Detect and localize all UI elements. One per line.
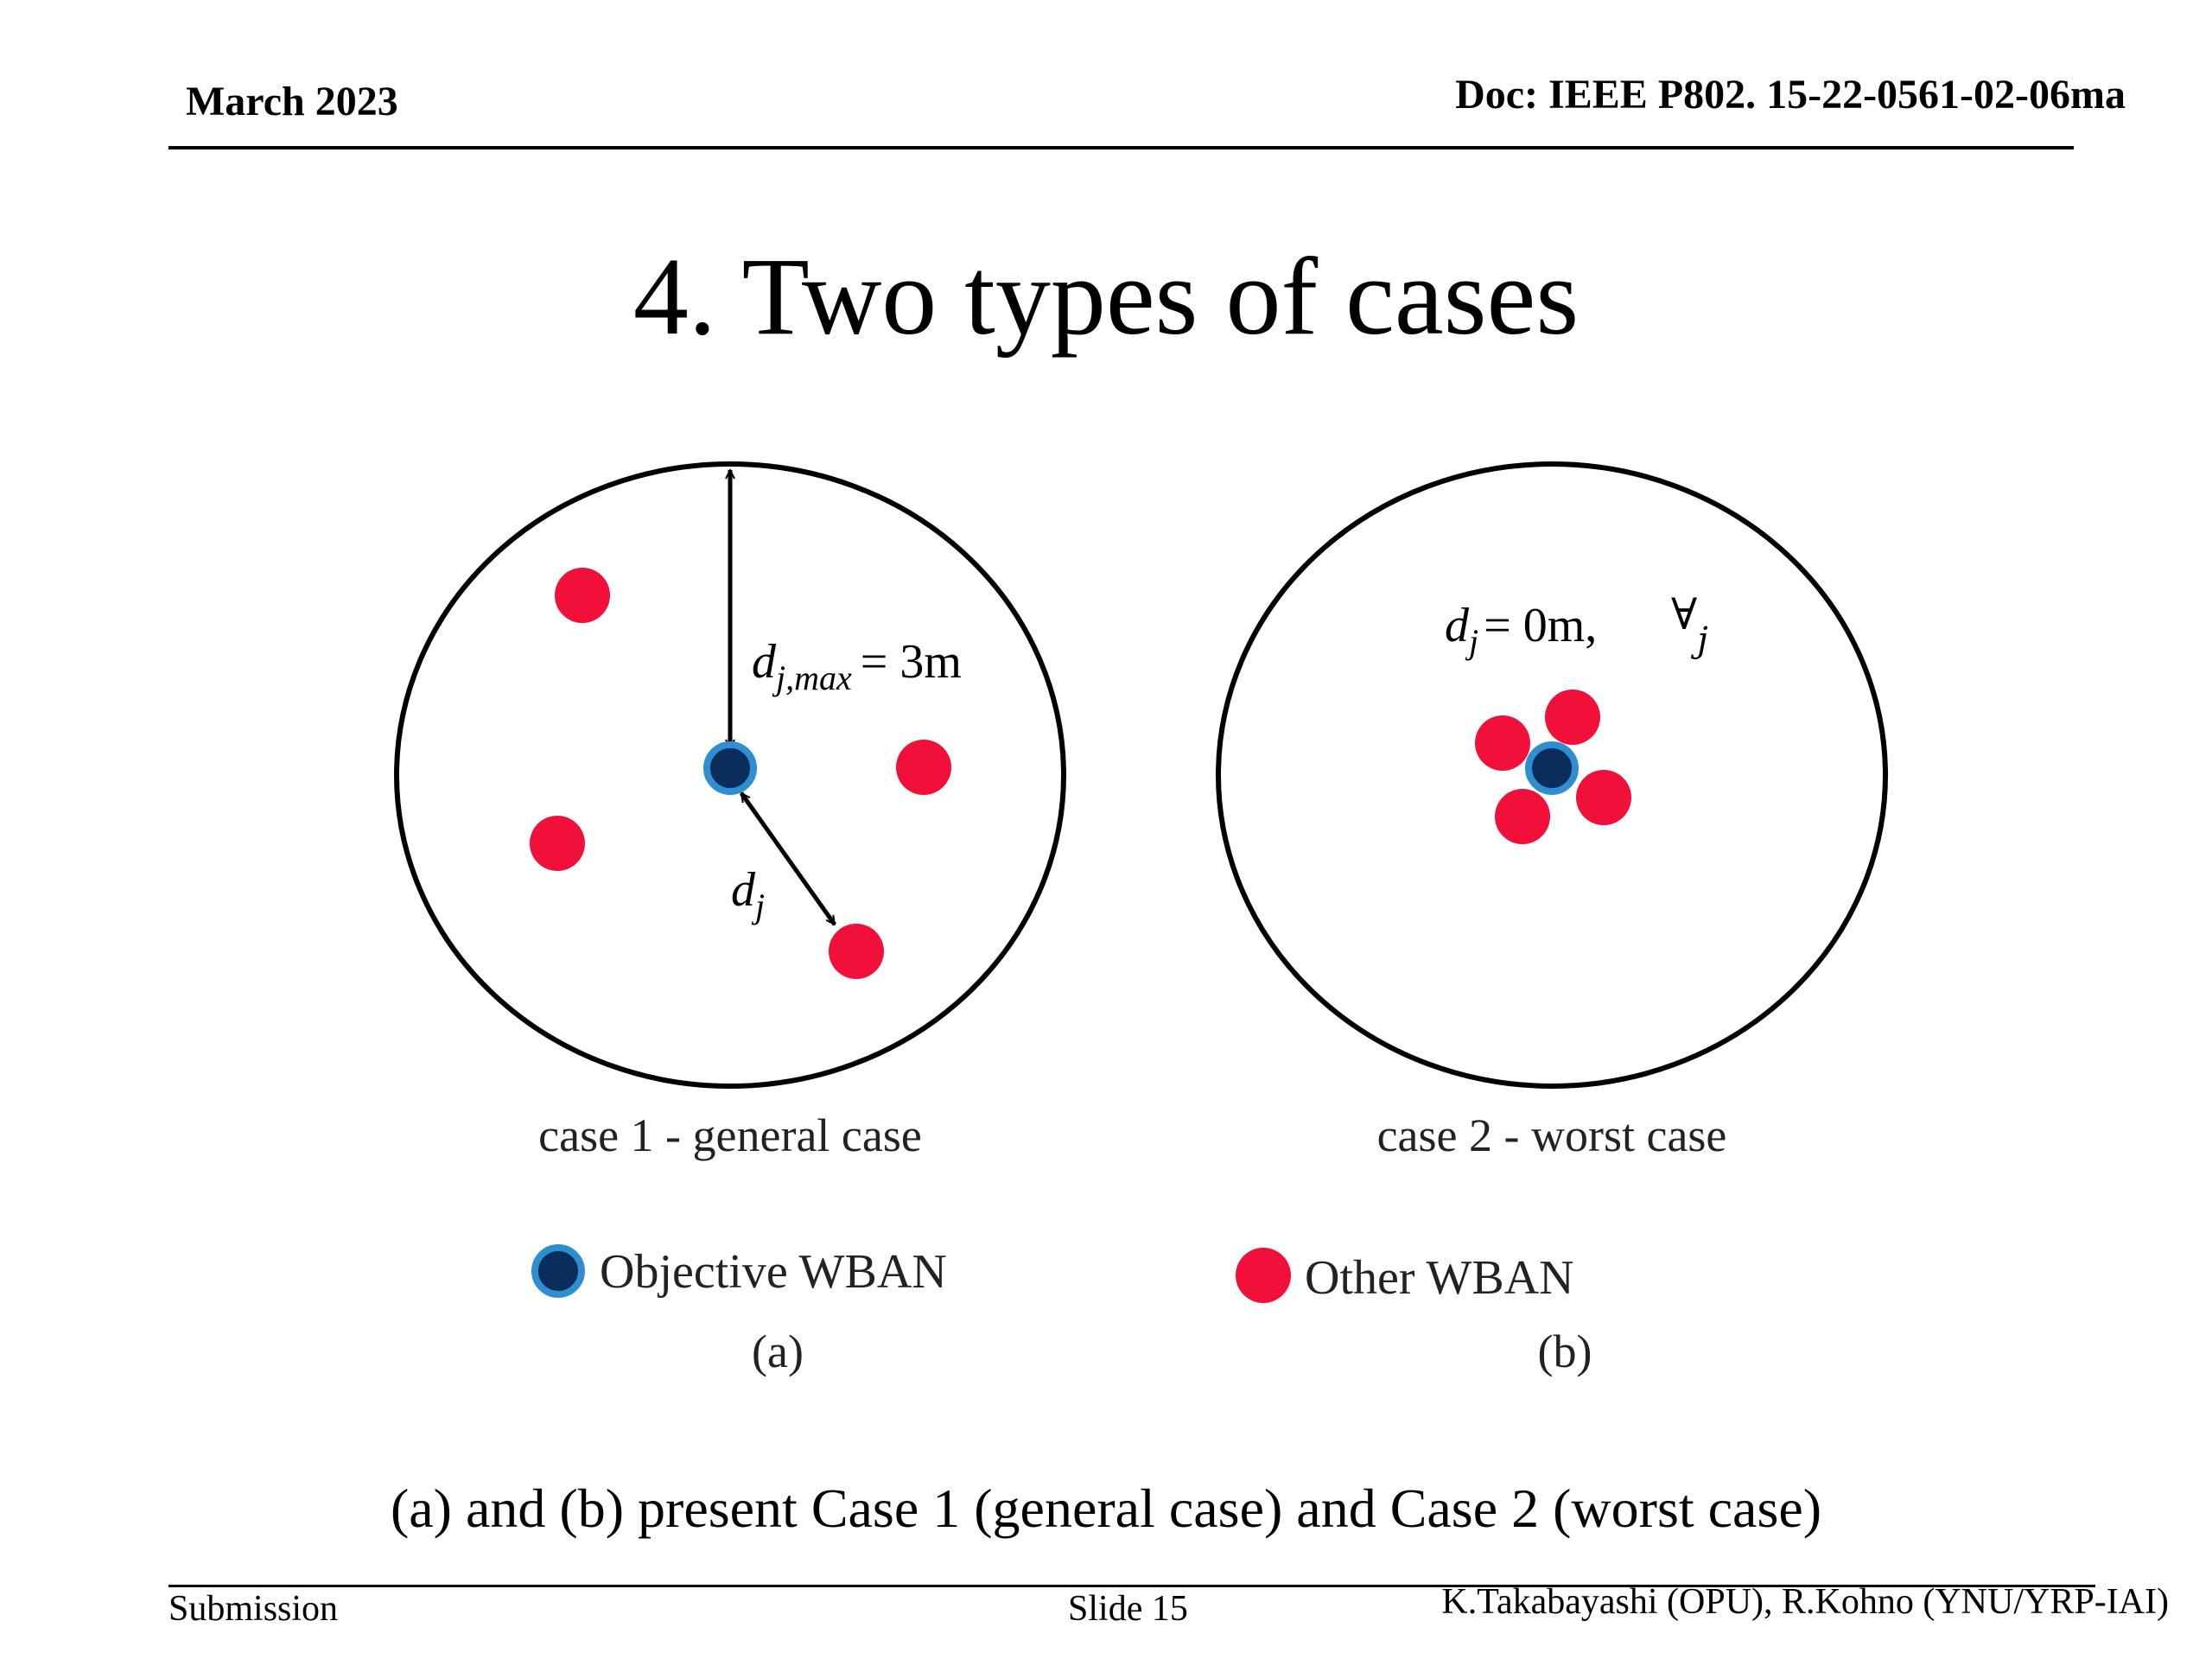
legend: Objective WBAN (a) Other WBAN (b) [531, 1244, 1592, 1377]
legend-other-label: Other WBAN [1305, 1251, 1574, 1305]
legend-objective-label: Objective WBAN [600, 1245, 947, 1299]
legend-label-a: (a) [752, 1325, 804, 1377]
case2-forall-label: ∀j [1671, 589, 1708, 660]
case1-range-circle [394, 461, 1066, 1089]
case2-other-wban-node [1545, 690, 1600, 745]
case1-distance-arrow [739, 793, 837, 925]
case1-distance-label: dj [731, 863, 765, 925]
case2-objective-wban-node [1525, 741, 1579, 795]
legend-label-b: (b) [1538, 1325, 1592, 1377]
case2-panel: dj = 0m, ∀j case 2 - worst case [1216, 461, 1888, 1161]
slide-title: 4. Two types of cases [632, 235, 1580, 358]
case1-max-distance-label: dj,max = 3m [752, 635, 962, 697]
case2-range-circle [1216, 461, 1888, 1089]
case1-objective-wban-node [703, 741, 757, 795]
case1-other-wban-node [530, 816, 585, 871]
footer-submission: Submission [168, 1589, 339, 1629]
slide-note: (a) and (b) present Case 1 (general case… [390, 1478, 1822, 1539]
header-divider [168, 146, 2074, 149]
case2-other-wban-node [1475, 715, 1530, 771]
case2-other-wban-node [1495, 789, 1550, 844]
case2-distance-label: dj = 0m, [1445, 599, 1597, 661]
footer-authors: K.Takabayashi (OPU), R.Kohno (YNU/YRP-IA… [1441, 1582, 2169, 1622]
case1-other-wban-node [555, 568, 610, 623]
legend-objective-swatch [531, 1244, 585, 1298]
footer-divider [168, 1585, 2095, 1587]
footer-slide-number: Slide 15 [1068, 1589, 1188, 1629]
case2-other-wban-node [1576, 770, 1631, 825]
case1-caption: case 1 - general case [538, 1109, 922, 1161]
header-doc-id: Doc: IEEE P802. 15-22-0561-02-06ma [1455, 72, 2126, 118]
header-date: March 2023 [186, 79, 398, 124]
legend-other-swatch [1236, 1248, 1291, 1303]
case2-caption: case 2 - worst case [1377, 1109, 1727, 1161]
case1-other-wban-node [829, 924, 884, 979]
case1-panel: dj,max = 3m dj case 1 - general case [394, 461, 1066, 1161]
case1-other-wban-node [896, 740, 951, 795]
